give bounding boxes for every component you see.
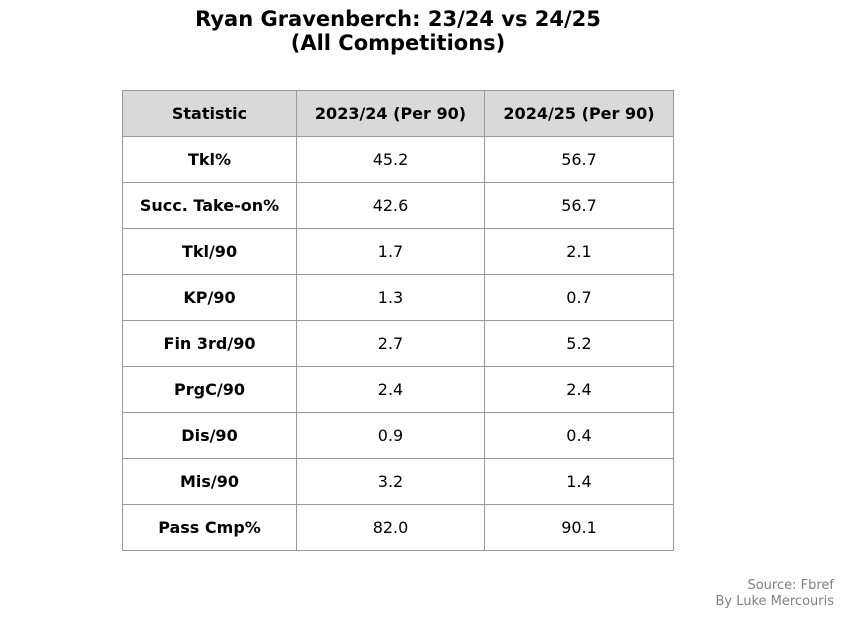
cell-statistic: Fin 3rd/90 xyxy=(122,320,297,367)
cell-statistic: Mis/90 xyxy=(122,458,297,505)
cell-statistic: Pass Cmp% xyxy=(122,504,297,551)
cell-2023-24: 1.7 xyxy=(296,228,485,275)
cell-2023-24: 42.6 xyxy=(296,182,485,229)
cell-2023-24: 0.9 xyxy=(296,412,485,459)
table-row: Mis/90 3.2 1.4 xyxy=(122,458,674,505)
table-row: Pass Cmp% 82.0 90.1 xyxy=(122,504,674,551)
cell-2023-24: 2.4 xyxy=(296,366,485,413)
cell-statistic: KP/90 xyxy=(122,274,297,321)
cell-2024-25: 2.1 xyxy=(484,228,674,275)
table-row: Succ. Take-on% 42.6 56.7 xyxy=(122,182,674,229)
cell-2023-24: 45.2 xyxy=(296,136,485,183)
cell-statistic: Succ. Take-on% xyxy=(122,182,297,229)
table-row: Tkl% 45.2 56.7 xyxy=(122,136,674,183)
cell-2024-25: 1.4 xyxy=(484,458,674,505)
table-row: PrgC/90 2.4 2.4 xyxy=(122,366,674,413)
cell-2024-25: 5.2 xyxy=(484,320,674,367)
chart-title: Ryan Gravenberch: 23/24 vs 24/25 (All Co… xyxy=(0,7,796,55)
chart-title-line-1: Ryan Gravenberch: 23/24 vs 24/25 xyxy=(195,7,601,31)
table-header-row: Statistic 2023/24 (Per 90) 2024/25 (Per … xyxy=(122,90,674,137)
cell-2024-25: 56.7 xyxy=(484,182,674,229)
cell-2024-25: 0.4 xyxy=(484,412,674,459)
cell-2023-24: 1.3 xyxy=(296,274,485,321)
cell-2023-24: 3.2 xyxy=(296,458,485,505)
header-2024-25: 2024/25 (Per 90) xyxy=(484,90,674,137)
cell-statistic: Tkl/90 xyxy=(122,228,297,275)
table-row: Dis/90 0.9 0.4 xyxy=(122,412,674,459)
cell-2024-25: 56.7 xyxy=(484,136,674,183)
cell-2024-25: 0.7 xyxy=(484,274,674,321)
cell-2024-25: 90.1 xyxy=(484,504,674,551)
credit-text: By Luke Mercouris xyxy=(715,594,834,609)
table-body: Tkl% 45.2 56.7 Succ. Take-on% 42.6 56.7 Tkl/90… xyxy=(122,136,674,551)
cell-statistic: Tkl% xyxy=(122,136,297,183)
header-2023-24: 2023/24 (Per 90) xyxy=(296,90,485,137)
stats-table: Statistic 2023/24 (Per 90) 2024/25 (Per … xyxy=(122,90,674,551)
cell-2023-24: 82.0 xyxy=(296,504,485,551)
header-statistic: Statistic xyxy=(122,90,297,137)
cell-statistic: Dis/90 xyxy=(122,412,297,459)
source-note: Source: Fbref By Luke Mercouris xyxy=(715,578,834,610)
cell-statistic: PrgC/90 xyxy=(122,366,297,413)
cell-2024-25: 2.4 xyxy=(484,366,674,413)
table-row: Fin 3rd/90 2.7 5.2 xyxy=(122,320,674,367)
cell-2023-24: 2.7 xyxy=(296,320,485,367)
table-row: KP/90 1.3 0.7 xyxy=(122,274,674,321)
chart-title-line-2: (All Competitions) xyxy=(290,31,506,55)
table-row: Tkl/90 1.7 2.1 xyxy=(122,228,674,275)
source-text: Source: Fbref xyxy=(747,578,834,593)
